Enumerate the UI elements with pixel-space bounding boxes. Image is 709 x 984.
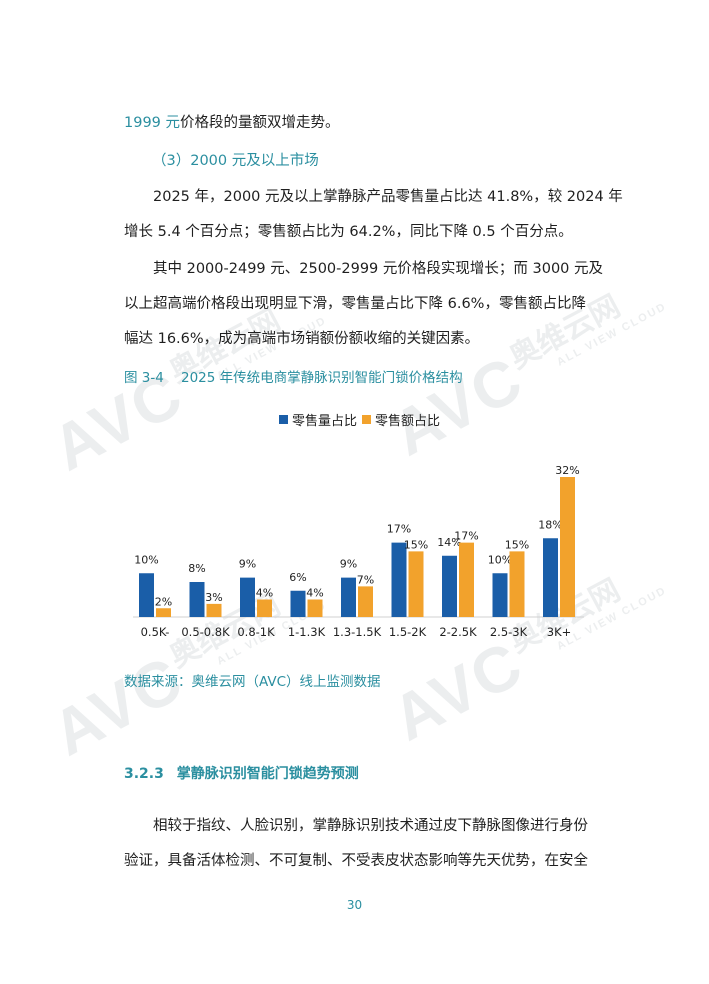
- paragraph-3-line-1: 其中 2000-2499 元、2500-2999 元价格段实现增长；而 3000…: [153, 261, 604, 277]
- paragraph-4-line-1: 相较于指纹、人脸识别，掌静脉识别技术通过皮下静脉图像进行身份: [153, 818, 588, 834]
- data-label: 4%: [306, 587, 323, 600]
- bar-series-2: [509, 551, 525, 617]
- data-label: 10%: [134, 553, 158, 566]
- x-tick-label: 2.5-3K: [490, 625, 528, 639]
- data-label: 18%: [538, 518, 562, 531]
- x-tick-label: 1-1.3K: [288, 625, 326, 639]
- bar-series-2: [307, 599, 323, 617]
- bar-series-1: [492, 573, 508, 617]
- data-label: 8%: [188, 562, 205, 575]
- subheading: （3）2000 元及以上市场: [152, 153, 319, 169]
- data-label: 15%: [404, 538, 428, 551]
- bar-series-2: [560, 477, 575, 617]
- bar-series-1: [290, 590, 306, 617]
- data-label: 15%: [505, 538, 529, 551]
- data-label: 32%: [555, 464, 579, 477]
- price-highlight: 1999 元: [124, 115, 181, 131]
- data-label: 9%: [239, 558, 256, 571]
- legend-series-1: 零售量占比: [279, 410, 357, 429]
- x-tick-label: 1.5-2K: [389, 625, 427, 639]
- x-tick-label: 0.8-1K: [237, 625, 275, 639]
- price-structure-chart: 10%2%0.5K-8%3%0.5-0.8K9%4%0.8-1K6%4%1-1.…: [133, 464, 584, 639]
- x-tick-label: 3K+: [547, 625, 572, 639]
- data-label: 14%: [437, 536, 461, 549]
- bar-series-2: [459, 542, 474, 617]
- paragraph-1: 1999 元价格段的量额双增走势。: [124, 113, 340, 133]
- data-label: 17%: [387, 523, 411, 536]
- data-label: 3%: [205, 591, 222, 604]
- bar-series-1: [139, 573, 154, 617]
- x-tick-label: 0.5K-: [141, 625, 170, 639]
- data-label: 7%: [357, 573, 374, 586]
- paragraph-2-line-2: 增长 5.4 个百分点；零售额占比为 64.2%，同比下降 0.5 个百分点。: [124, 224, 573, 240]
- bar-series-2: [358, 586, 373, 617]
- bar-series-1: [189, 582, 205, 617]
- paragraph-4-line-2: 验证，具备活体检测、不可复制、不受表皮状态影响等先天优势，在安全: [124, 853, 588, 869]
- x-tick-label: 2-2.5K: [439, 625, 477, 639]
- x-tick-label: 1.3-1.5K: [333, 625, 382, 639]
- section-heading: 3.2.3 掌静脉识别智能门锁趋势预测: [124, 763, 359, 783]
- figure-caption: 图 3-4 2025 年传统电商掌静脉识别智能门锁价格结构: [124, 370, 463, 386]
- data-label: 4%: [256, 587, 273, 600]
- data-label: 2%: [155, 595, 172, 608]
- data-label: 6%: [289, 571, 306, 584]
- x-tick-label: 0.5-0.8K: [181, 625, 230, 639]
- paragraph-1-text: 价格段的量额双增走势。: [180, 115, 340, 131]
- bar-series-2: [408, 551, 424, 617]
- paragraph-3-line-3: 幅达 16.6%，成为高端市场销额份额收缩的关键因素。: [124, 331, 480, 347]
- bar-series-2: [257, 599, 272, 617]
- legend-label-1: 零售量占比: [292, 414, 358, 429]
- paragraph-2-line-1: 2025 年，2000 元及以上掌静脉产品零售量占比达 41.8%，较 2024…: [153, 189, 623, 205]
- bar-series-2: [156, 608, 171, 617]
- paragraph-3-line-2: 以上超高端价格段出现明显下滑，零售量占比下降 6.6%，零售额占比降: [124, 296, 586, 312]
- legend-series-2: 零售额占比: [362, 410, 440, 429]
- bar-series-1: [240, 577, 255, 617]
- legend-swatch-1: [279, 415, 288, 424]
- data-label: 10%: [488, 553, 512, 566]
- page-number: 30: [346, 898, 363, 912]
- legend-swatch-2: [362, 415, 371, 424]
- figure-source: 数据来源：奥维云网（AVC）线上监测数据: [124, 674, 381, 690]
- bar-series-1: [543, 538, 558, 617]
- bar-series-1: [391, 542, 407, 617]
- section-number: 3.2.3: [124, 766, 164, 782]
- legend-label-2: 零售额占比: [375, 414, 441, 429]
- bar-series-1: [442, 555, 457, 617]
- data-label: 9%: [340, 558, 357, 571]
- bar-series-2: [206, 603, 222, 617]
- data-label: 17%: [454, 530, 478, 543]
- bar-series-1: [341, 577, 356, 617]
- section-title: 掌静脉识别智能门锁趋势预测: [176, 766, 359, 782]
